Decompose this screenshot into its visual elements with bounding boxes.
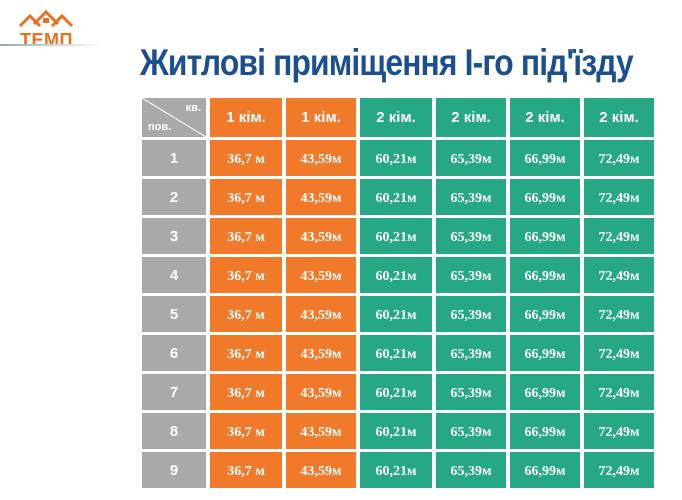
area-cell: 60,21м — [360, 257, 432, 293]
area-cell: 65,39м — [436, 218, 506, 254]
area-cell: 72,49м — [584, 335, 654, 371]
area-cell: 72,49м — [584, 140, 654, 176]
area-cell: 60,21м — [360, 374, 432, 410]
area-cell: 65,39м — [436, 374, 506, 410]
area-cell: 60,21м — [360, 140, 432, 176]
floor-number: 6 — [142, 335, 206, 371]
column-header: 2 кім. — [436, 98, 506, 137]
area-cell: 66,99м — [510, 452, 580, 488]
area-cell: 60,21м — [360, 179, 432, 215]
corner-label-apartment: кв. — [185, 102, 201, 114]
area-cell: 43,59м — [286, 452, 356, 488]
area-cell: 65,39м — [436, 335, 506, 371]
area-cell: 36,7 м — [210, 413, 282, 449]
area-cell: 36,7 м — [210, 257, 282, 293]
area-cell: 72,49м — [584, 179, 654, 215]
column-header: 2 кім. — [510, 98, 580, 137]
area-cell: 66,99м — [510, 335, 580, 371]
area-cell: 65,39м — [436, 413, 506, 449]
area-cell: 72,49м — [584, 374, 654, 410]
area-cell: 65,39м — [436, 452, 506, 488]
area-cell: 72,49м — [584, 413, 654, 449]
area-cell: 43,59м — [286, 335, 356, 371]
area-cell: 65,39м — [436, 179, 506, 215]
area-cell: 66,99м — [510, 179, 580, 215]
area-cell: 72,49м — [584, 218, 654, 254]
area-cell: 65,39м — [436, 257, 506, 293]
area-cell: 72,49м — [584, 257, 654, 293]
area-cell: 43,59м — [286, 413, 356, 449]
area-cell: 65,39м — [436, 140, 506, 176]
area-cell: 66,99м — [510, 413, 580, 449]
area-cell: 60,21м — [360, 218, 432, 254]
area-cell: 66,99м — [510, 257, 580, 293]
corner-label-floor: пов. — [148, 121, 172, 133]
floor-number: 8 — [142, 413, 206, 449]
column-header: 2 кім. — [584, 98, 654, 137]
area-cell: 36,7 м — [210, 452, 282, 488]
column-header: 1 кім. — [210, 98, 282, 137]
column-header: 2 кім. — [360, 98, 432, 137]
column-header: 1 кім. — [286, 98, 356, 137]
area-cell: 66,99м — [510, 374, 580, 410]
apartments-table: кв. пов. 1 кім. 1 кім. 2 кім. 2 кім. 2 к… — [142, 98, 654, 488]
area-cell: 36,7 м — [210, 335, 282, 371]
area-cell: 43,59м — [286, 374, 356, 410]
area-cell: 72,49м — [584, 296, 654, 332]
area-cell: 43,59м — [286, 296, 356, 332]
table-corner-header: кв. пов. — [142, 98, 206, 137]
area-cell: 60,21м — [360, 335, 432, 371]
area-cell: 65,39м — [436, 296, 506, 332]
area-cell: 43,59м — [286, 218, 356, 254]
area-cell: 60,21м — [360, 452, 432, 488]
area-cell: 66,99м — [510, 296, 580, 332]
area-cell: 43,59м — [286, 179, 356, 215]
area-cell: 36,7 м — [210, 179, 282, 215]
diagonal-divider — [142, 98, 206, 137]
floor-number: 3 — [142, 218, 206, 254]
area-cell: 66,99м — [510, 140, 580, 176]
area-cell: 36,7 м — [210, 296, 282, 332]
floor-number: 4 — [142, 257, 206, 293]
area-cell: 36,7 м — [210, 218, 282, 254]
logo-text: ТЕМП — [20, 30, 73, 50]
area-cell: 43,59м — [286, 257, 356, 293]
area-cell: 43,59м — [286, 140, 356, 176]
house-roofs-icon — [18, 9, 74, 28]
floor-number: 1 — [142, 140, 206, 176]
area-cell: 60,21м — [360, 413, 432, 449]
floor-number: 2 — [142, 179, 206, 215]
logo-divider — [0, 44, 104, 46]
page-title: Житлові приміщення І-го під'їзду — [140, 42, 634, 83]
company-logo: ТЕМП — [18, 6, 108, 50]
area-cell: 36,7 м — [210, 374, 282, 410]
area-cell: 36,7 м — [210, 140, 282, 176]
floor-number: 9 — [142, 452, 206, 488]
area-cell: 60,21м — [360, 296, 432, 332]
area-cell: 66,99м — [510, 218, 580, 254]
area-cell: 72,49м — [584, 452, 654, 488]
floor-number: 7 — [142, 374, 206, 410]
floor-number: 5 — [142, 296, 206, 332]
